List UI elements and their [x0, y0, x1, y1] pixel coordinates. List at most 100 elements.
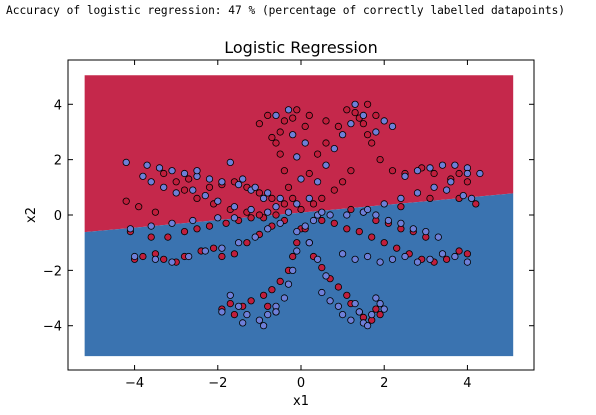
blue-point	[284, 280, 293, 288]
red-point	[330, 186, 338, 194]
blue-point	[151, 255, 159, 263]
red-point	[280, 167, 288, 175]
blue-point	[434, 233, 442, 241]
red-point	[280, 200, 288, 208]
blue-point	[401, 172, 409, 180]
red-point	[455, 247, 463, 255]
red-point	[289, 114, 297, 122]
red-point	[180, 186, 189, 194]
red-point	[210, 244, 218, 252]
red-point	[243, 239, 251, 247]
blue-point	[247, 205, 255, 214]
blue-point	[168, 167, 176, 175]
x-axis-label: x1	[293, 394, 309, 409]
red-point	[455, 169, 463, 178]
red-point	[313, 150, 322, 158]
red-point	[276, 277, 284, 285]
red-point	[259, 291, 268, 299]
blue-point	[313, 255, 322, 263]
blue-point	[451, 252, 459, 261]
blue-point	[226, 291, 234, 299]
blue-region	[84, 193, 514, 357]
blue-point	[359, 111, 367, 120]
blue-point	[230, 203, 238, 211]
blue-point	[397, 219, 405, 227]
blue-point	[451, 161, 459, 169]
blue-point	[264, 189, 272, 197]
red-point	[264, 111, 272, 120]
blue-point	[326, 211, 334, 219]
blue-point	[301, 139, 309, 147]
blue-point	[264, 208, 272, 216]
blue-point	[226, 158, 234, 166]
red-point	[318, 216, 326, 225]
x-tick-label: 0	[297, 376, 305, 391]
blue-point	[459, 192, 467, 200]
blue-point	[147, 178, 155, 186]
blue-point	[334, 302, 342, 310]
red-point	[301, 122, 309, 131]
blue-point	[322, 272, 330, 280]
blue-point	[376, 299, 384, 308]
blue-point	[409, 225, 417, 233]
blue-point	[284, 208, 293, 216]
blue-point	[363, 205, 372, 214]
red-point	[289, 252, 297, 261]
red-point	[334, 283, 342, 291]
red-point	[355, 228, 363, 236]
red-point	[284, 183, 293, 191]
red-point	[264, 302, 272, 310]
blue-point	[293, 228, 301, 236]
blue-point	[205, 175, 214, 183]
blue-point	[338, 310, 347, 319]
red-point	[164, 233, 172, 241]
red-point	[322, 117, 330, 125]
blue-point	[363, 252, 372, 261]
red-point	[430, 169, 438, 178]
blue-point	[380, 117, 388, 125]
red-point	[272, 211, 280, 219]
blue-point	[272, 203, 280, 211]
axis-ticks: −4 −2 0 2 4 4 2 0 −2 −4	[43, 60, 534, 391]
blue-point	[272, 308, 280, 316]
red-point	[343, 291, 351, 299]
red-point	[380, 239, 388, 247]
red-point	[359, 120, 367, 128]
blue-point	[201, 247, 209, 255]
blue-point	[355, 308, 363, 316]
blue-point	[239, 319, 247, 327]
blue-point	[372, 211, 380, 219]
blue-point	[235, 181, 243, 189]
blue-point	[172, 189, 180, 197]
blue-point	[326, 297, 334, 305]
blue-point	[372, 128, 380, 136]
red-point	[305, 111, 313, 120]
blue-point	[143, 161, 151, 169]
red-point	[318, 194, 326, 202]
red-point	[293, 239, 301, 247]
blue-point	[139, 172, 147, 180]
red-point	[268, 286, 276, 294]
red-point	[293, 106, 301, 114]
y-tick-label: −2	[43, 264, 62, 279]
red-point	[151, 208, 159, 216]
red-point	[160, 169, 168, 178]
blue-point	[467, 194, 476, 202]
blue-point	[447, 178, 455, 186]
red-point	[305, 169, 313, 178]
decision-regions	[84, 75, 514, 357]
red-point	[230, 310, 238, 319]
blue-point	[413, 167, 422, 175]
y-tick-label: −4	[43, 320, 62, 335]
red-point	[280, 117, 288, 125]
blue-point	[309, 216, 318, 225]
blue-point	[318, 288, 326, 297]
red-point	[363, 100, 372, 108]
blue-point	[476, 169, 484, 178]
blue-point	[126, 225, 134, 233]
red-point	[376, 310, 384, 319]
blue-point	[305, 239, 313, 247]
blue-point	[380, 305, 388, 313]
blue-point	[463, 169, 471, 178]
red-point	[247, 297, 255, 305]
